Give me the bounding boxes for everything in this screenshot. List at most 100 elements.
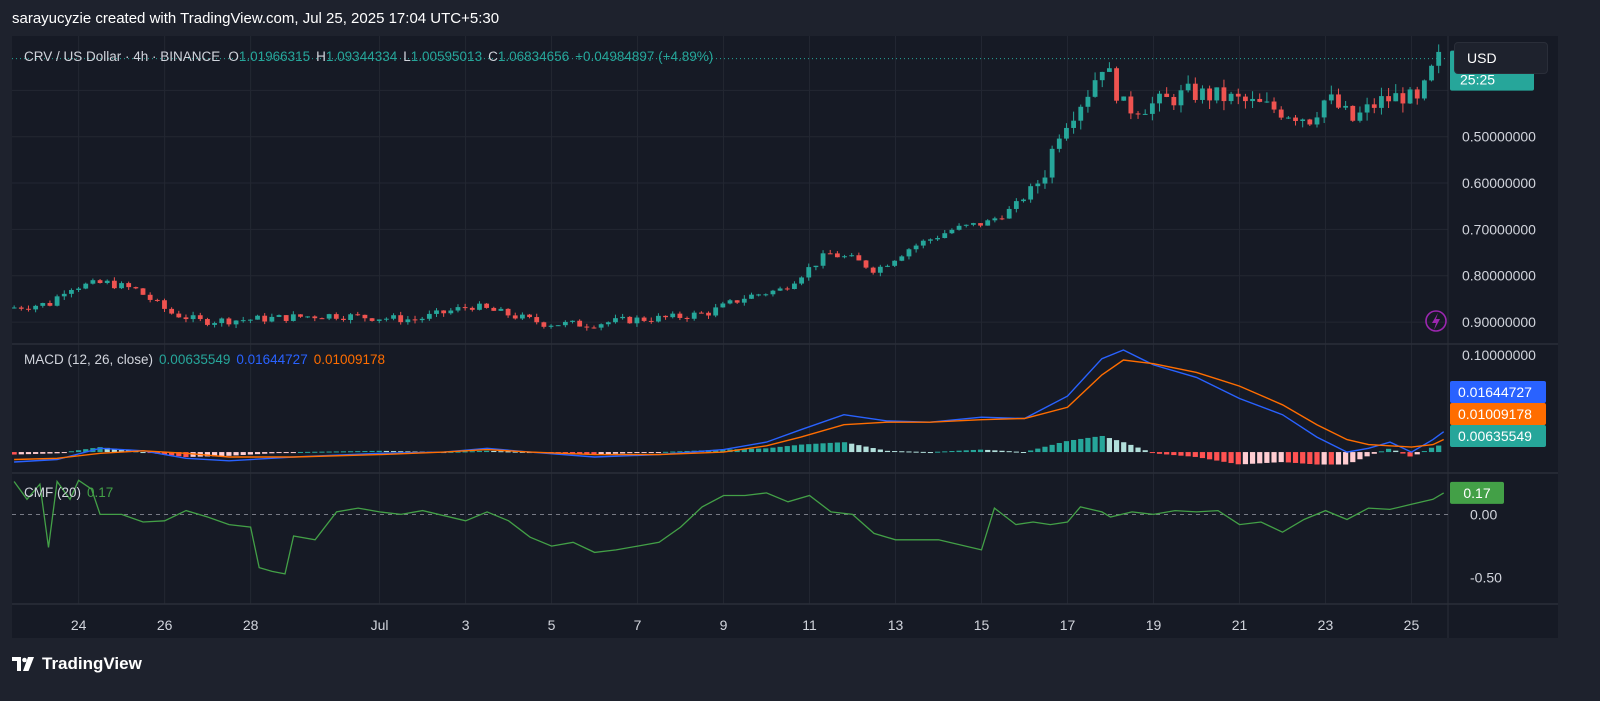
macd-histogram-bar [977, 449, 984, 453]
candle-body [126, 283, 132, 288]
macd-histogram-bar [12, 452, 17, 455]
macd-histogram-bar [333, 451, 339, 453]
macd-histogram-bar [1371, 452, 1377, 454]
candle-body [928, 239, 933, 241]
macd-histogram-bar [319, 451, 325, 453]
candle-body [448, 310, 454, 314]
candle-body [111, 280, 117, 289]
macd-histogram-bar [1235, 452, 1241, 465]
candle-body [104, 280, 110, 284]
macd-histogram-bar [383, 450, 389, 453]
candle-body [999, 218, 1005, 220]
macd-histogram-bar [505, 451, 511, 453]
cmf-legend: CMF (20) 0.17 [24, 485, 113, 500]
candle-body [1157, 93, 1162, 104]
macd-signal-line [14, 359, 1445, 461]
macd-line-badge: 0.01644727 [1458, 384, 1532, 400]
close-value: 1.06834656 [497, 49, 570, 64]
macd-histogram-bar [1192, 452, 1198, 457]
price-axis-tick-label: 0.80000000 [1462, 268, 1536, 284]
macd-histogram-bar [577, 452, 583, 454]
macd-histogram-bar [111, 448, 117, 453]
cmf-title[interactable]: CMF (20) [24, 485, 81, 500]
candle-body [1013, 201, 1019, 209]
candle-body [477, 303, 482, 310]
macd-histogram-bar [290, 452, 296, 454]
candle-body [1257, 98, 1263, 102]
macd-histogram-bar [1135, 447, 1141, 453]
candle-body [362, 314, 368, 319]
symbol-label[interactable]: CRV / US Dollar · 4h · BINANCE [24, 49, 221, 64]
change-value: +0.04984897 (+4.89%) [575, 49, 714, 64]
macd-histogram-bar [283, 452, 289, 454]
time-axis-tick-label: 11 [802, 617, 817, 633]
macd-histogram-bar [1436, 445, 1442, 453]
candle-body [1035, 183, 1041, 187]
chart-frame[interactable]: 0.50000000 0.60000000 0.70000000 0.80000000… [12, 36, 1558, 638]
footer-brand-label: TradingView [42, 654, 142, 673]
candle-body [627, 316, 633, 324]
candle-body [570, 320, 575, 322]
candle-body [1221, 87, 1227, 102]
macd-histogram-bar [83, 449, 89, 453]
macd-histogram-bar [161, 452, 168, 455]
macd-histogram-bar [340, 451, 347, 453]
chart-canvas[interactable]: 0.50000000 0.60000000 0.70000000 0.80000000… [12, 36, 1558, 638]
macd-histogram-bar [1171, 452, 1177, 456]
macd-histogram-bar [1028, 450, 1034, 453]
macd-histogram-bar [1407, 452, 1413, 457]
macd-histogram-bar [176, 452, 182, 457]
macd-histogram-bar [362, 451, 368, 453]
candle-body [648, 320, 654, 322]
candle-body [255, 315, 260, 320]
macd-histogram-bar [620, 452, 626, 454]
candle-body [119, 283, 124, 289]
candle-body [205, 319, 210, 325]
candle-body [577, 320, 583, 327]
candle-body [920, 240, 926, 246]
macd-histogram-bar [562, 452, 568, 454]
candle-body [949, 229, 955, 234]
candle-body [584, 326, 590, 328]
macd-histogram-bar [992, 450, 998, 453]
macd-histogram-bar [956, 450, 962, 453]
time-axis-tick-label: 17 [1060, 617, 1076, 633]
open-key: O [228, 49, 239, 64]
candle-body [484, 303, 490, 308]
candle-body [1386, 96, 1391, 102]
macd-histogram-bar [627, 452, 633, 454]
macd-histogram-bar [1307, 452, 1313, 465]
macd-histogram-bar [1142, 450, 1148, 453]
candle-body [1379, 96, 1384, 108]
candle-body [212, 323, 217, 325]
footer-brand[interactable]: TradingView [12, 652, 142, 676]
macd-title[interactable]: MACD (12, 26, close) [24, 352, 154, 367]
candle-body [605, 322, 611, 325]
macd-histogram-bar [1207, 452, 1213, 460]
macd-histogram-bar [262, 452, 268, 454]
time-axis-tick-label: 21 [1232, 617, 1248, 633]
candle-body [713, 307, 719, 316]
candle-body [512, 315, 518, 319]
candle-body [1164, 93, 1170, 97]
time-axis-tick-label: 9 [720, 617, 728, 633]
candle-body [226, 318, 232, 325]
candle-body [1321, 100, 1327, 118]
currency-button[interactable]: USD [1454, 42, 1548, 74]
macd-histogram-bar [1006, 451, 1012, 453]
cmf-axis-tick-label: -0.50 [1470, 570, 1502, 586]
macd-histogram-bar [741, 448, 747, 453]
candle-body [756, 294, 762, 296]
macd-histogram-bar [598, 452, 604, 455]
candle-body [978, 223, 983, 226]
candle-body [162, 300, 167, 309]
candle-body [863, 260, 869, 268]
macd-histogram-bar [1042, 446, 1048, 453]
candle-body [1293, 117, 1298, 121]
macd-histogram-bar [104, 447, 110, 453]
macd-histogram-bar [169, 452, 175, 456]
macd-signal-badge: 0.01009178 [1458, 406, 1532, 422]
macd-histogram-bar [369, 450, 375, 453]
macd-histogram-bar [1035, 448, 1041, 453]
candle-body [26, 308, 31, 310]
